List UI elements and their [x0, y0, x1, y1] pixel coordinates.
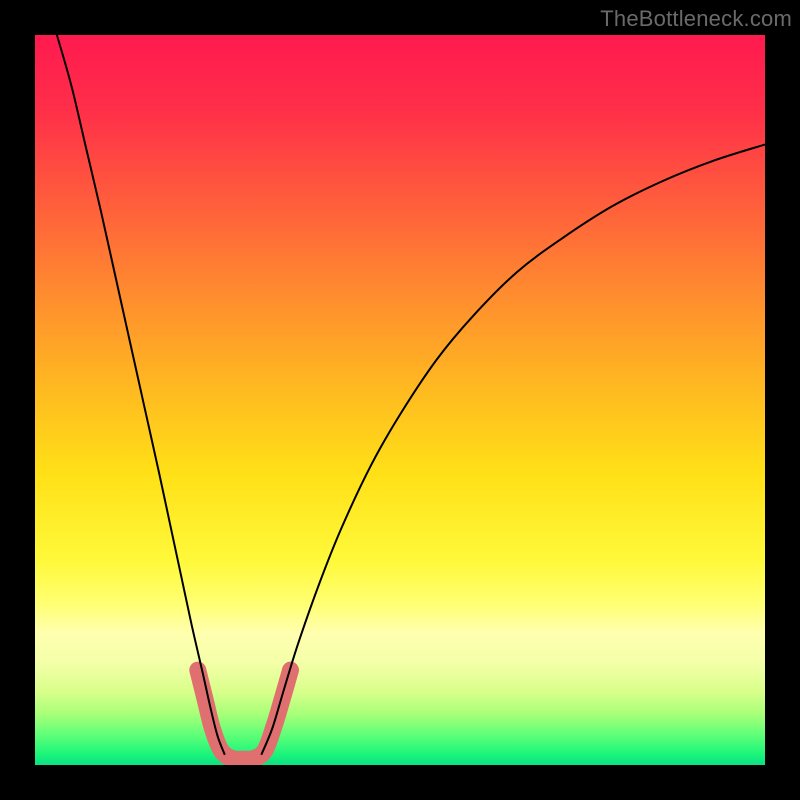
- chart-outer-frame: TheBottleneck.com: [0, 0, 800, 800]
- gradient-plot-area: [35, 35, 765, 765]
- watermark-text: TheBottleneck.com: [600, 6, 792, 32]
- bottleneck-chart-svg: [0, 0, 800, 800]
